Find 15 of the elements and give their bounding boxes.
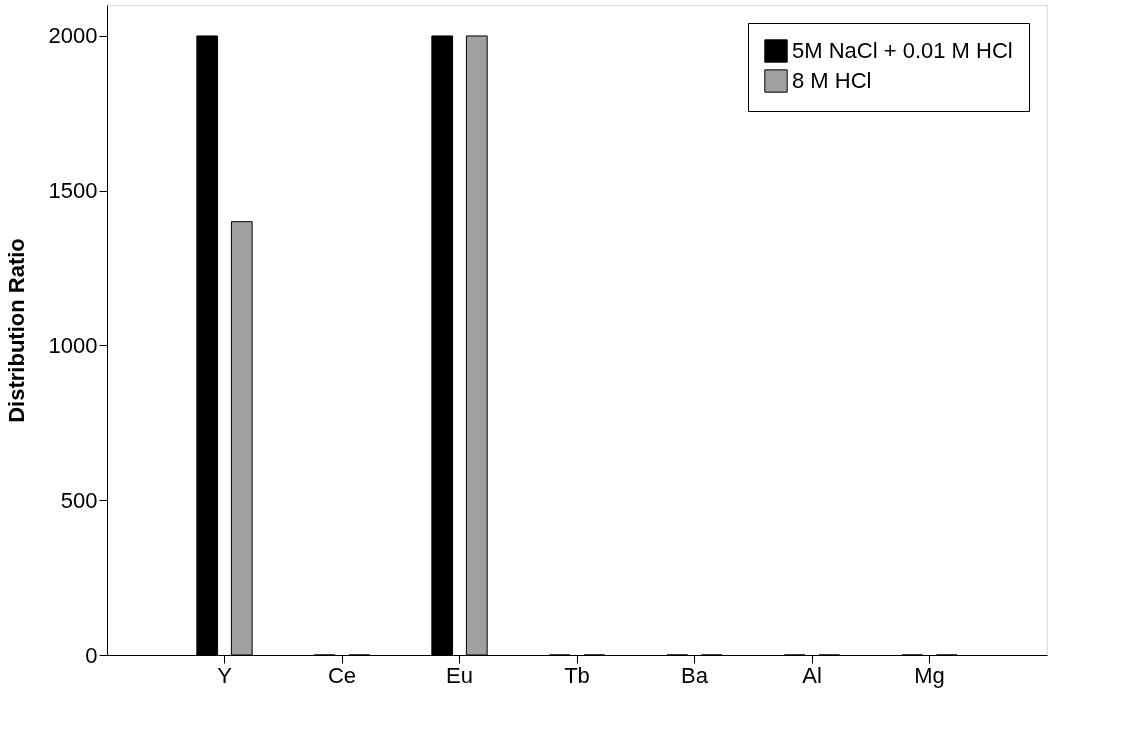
y-tick-label: 1000 (48, 332, 98, 358)
x-tick-label: Eu (446, 662, 473, 688)
y-tick-label: 500 (60, 487, 98, 513)
x-tick-label: Al (802, 662, 822, 688)
y-tick-label: 2000 (48, 23, 98, 49)
x-tick-label: Tb (564, 662, 590, 688)
y-tick-label: 0 (85, 642, 98, 668)
legend-label: 8 M HCl (792, 68, 872, 93)
y-axis-title: Distribution Ratio (3, 238, 29, 423)
x-tick-label: Y (217, 662, 233, 688)
x-tick-label: Mg (914, 662, 945, 688)
x-tick-label: Ba (681, 662, 709, 688)
legend-label: 5M NaCl + 0.01 M HCl (792, 38, 1013, 63)
y-tick-label: 1500 (48, 178, 98, 204)
x-tick-label: Ce (327, 662, 357, 688)
